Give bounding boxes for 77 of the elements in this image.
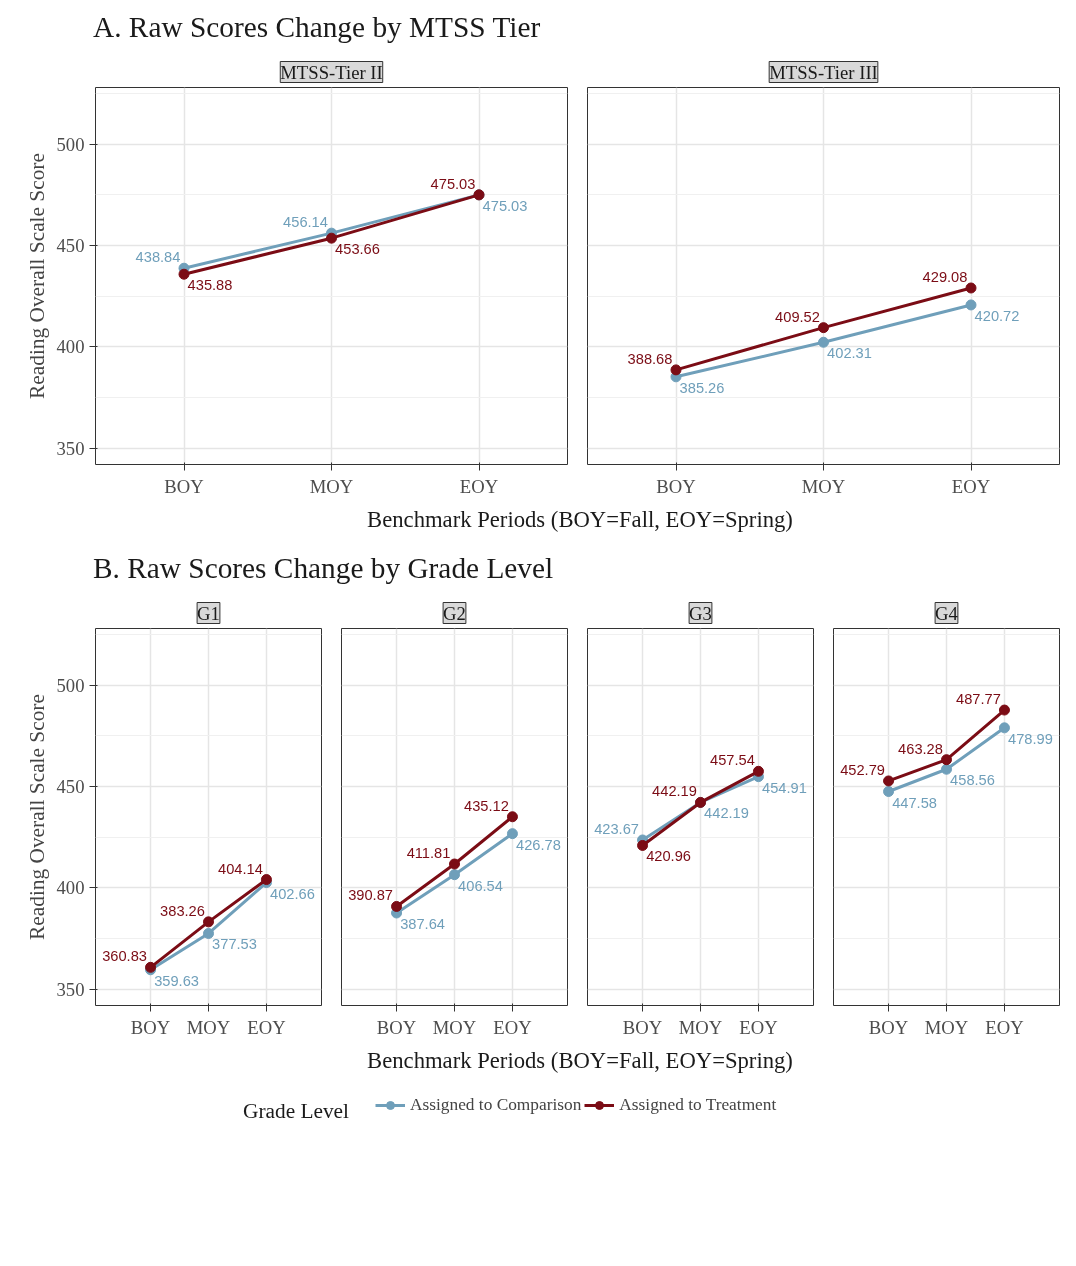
- x-tick-label: MOY: [678, 1016, 723, 1038]
- chart-title: A. Raw Scores Change by MTSS Tier: [93, 10, 541, 45]
- data-label: 359.63: [154, 972, 199, 989]
- data-label: 453.66: [335, 241, 380, 258]
- data-label: 377.53: [212, 936, 257, 953]
- legend-label: Assigned to Comparison: [410, 1095, 582, 1116]
- data-label: 420.96: [646, 848, 691, 865]
- data-label: 387.64: [400, 916, 445, 933]
- y-tick-label: 350: [56, 978, 85, 1000]
- data-label: 487.77: [956, 691, 1001, 708]
- data-label: 429.08: [922, 268, 968, 285]
- data-label: 385.26: [679, 379, 725, 396]
- x-tick-label: EOY: [985, 1016, 1024, 1038]
- x-axis-title: Benchmark Periods (BOY=Fall, EOY=Spring): [367, 1047, 793, 1076]
- data-label: 420.72: [974, 307, 1020, 324]
- chart-subtitle: MTSS-Tier II: [280, 61, 383, 83]
- data-label: 456.14: [283, 214, 328, 231]
- chart-title: B. Raw Scores Change by Grade Level: [93, 551, 554, 587]
- x-tick-label: MOY: [309, 475, 354, 497]
- x-tick-label: MOY: [432, 1016, 477, 1038]
- chart-subtitle: G3: [689, 602, 712, 624]
- y-tick-label: 400: [56, 877, 85, 899]
- x-tick-label: BOY: [376, 1016, 417, 1038]
- data-label: 452.79: [840, 762, 885, 779]
- x-tick-label: EOY: [951, 475, 991, 497]
- data-label: 402.66: [270, 885, 315, 902]
- x-tick-label: EOY: [739, 1016, 778, 1038]
- chart-subtitle: G2: [443, 602, 466, 624]
- x-tick-label: EOY: [459, 475, 499, 497]
- y-tick-label: 500: [56, 133, 85, 155]
- data-label: 411.81: [406, 845, 451, 862]
- y-tick-label: 450: [56, 234, 85, 256]
- x-tick-label: BOY: [656, 475, 696, 497]
- x-tick-label: EOY: [493, 1016, 532, 1038]
- data-label: 402.31: [827, 345, 872, 362]
- data-label: 404.14: [218, 860, 263, 877]
- y-tick-label: 350: [56, 437, 85, 459]
- data-label: 447.58: [892, 794, 937, 811]
- data-label: 383.26: [160, 903, 205, 920]
- data-label: 406.54: [458, 877, 503, 894]
- legend-title: Grade Level: [243, 1097, 349, 1125]
- data-label: 360.83: [102, 948, 147, 965]
- data-label: 423.67: [594, 821, 639, 838]
- x-axis-title: Benchmark Periods (BOY=Fall, EOY=Spring): [367, 505, 793, 534]
- x-tick-label: BOY: [868, 1016, 909, 1038]
- data-label: 475.03: [430, 175, 476, 192]
- data-label: 442.19: [704, 805, 749, 822]
- data-label: 438.84: [135, 249, 181, 266]
- data-label: 458.56: [950, 772, 995, 789]
- x-tick-label: BOY: [130, 1016, 171, 1038]
- data-label: 426.78: [516, 836, 561, 853]
- data-label: 457.54: [710, 752, 755, 769]
- y-tick-label: 450: [56, 776, 85, 798]
- x-tick-label: MOY: [924, 1016, 969, 1038]
- data-label: 435.12: [464, 797, 509, 814]
- data-label: 442.19: [652, 783, 697, 800]
- data-label: 475.03: [482, 197, 528, 214]
- data-label: 435.88: [187, 277, 233, 294]
- data-label: 390.87: [348, 887, 393, 904]
- data-label: 454.91: [762, 779, 807, 796]
- x-tick-label: MOY: [801, 475, 846, 497]
- chart-subtitle: G1: [197, 602, 220, 624]
- x-tick-label: BOY: [164, 475, 204, 497]
- x-tick-label: EOY: [247, 1016, 286, 1038]
- x-tick-label: MOY: [186, 1016, 231, 1038]
- data-label: 463.28: [898, 740, 943, 757]
- chart-subtitle: MTSS-Tier III: [769, 61, 878, 83]
- data-label: 478.99: [1008, 730, 1053, 747]
- data-label: 388.68: [627, 350, 673, 367]
- data-label: 409.52: [775, 308, 820, 325]
- y-tick-label: 400: [56, 336, 85, 358]
- y-axis-title: Reading Overall Scale Score: [24, 694, 49, 941]
- x-tick-label: BOY: [622, 1016, 663, 1038]
- legend-label: Assigned to Treatment: [619, 1095, 777, 1116]
- chart-subtitle: G4: [935, 602, 959, 624]
- y-tick-label: 500: [56, 674, 85, 696]
- y-axis-title: Reading Overall Scale Score: [24, 153, 49, 399]
